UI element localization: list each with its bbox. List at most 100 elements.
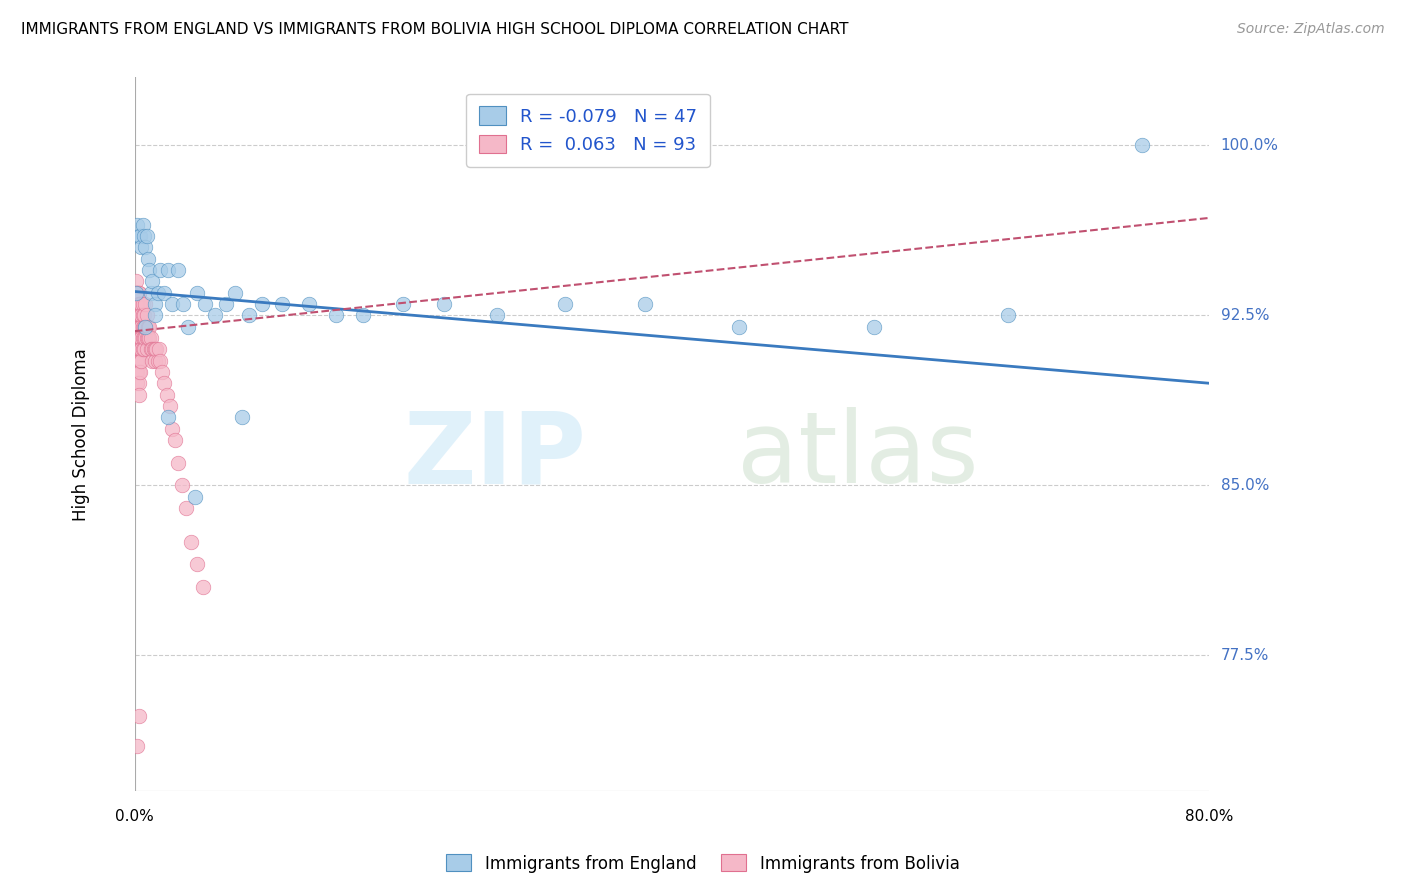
Point [127, 297, 149, 311]
Text: 100.0%: 100.0% [1220, 138, 1278, 153]
Point [194, 297, 217, 311]
Point [131, 319, 153, 334]
Point [166, 456, 188, 470]
Point [134, 343, 156, 357]
Point [132, 297, 155, 311]
Point [352, 308, 374, 322]
Point [143, 343, 166, 357]
Point [134, 297, 156, 311]
Point [125, 331, 148, 345]
Point [186, 558, 208, 572]
Point [128, 343, 150, 357]
Point [127, 331, 149, 345]
Point [166, 263, 188, 277]
Point [127, 285, 149, 300]
Point [143, 308, 166, 322]
Point [149, 263, 172, 277]
Point [127, 285, 149, 300]
Point [141, 274, 163, 288]
Point [156, 387, 179, 401]
Text: 0.0%: 0.0% [115, 809, 155, 824]
Point [177, 319, 200, 334]
Point [128, 709, 150, 723]
Point [150, 365, 173, 379]
Point [134, 319, 156, 334]
Point [184, 490, 207, 504]
Text: IMMIGRANTS FROM ENGLAND VS IMMIGRANTS FROM BOLIVIA HIGH SCHOOL DIPLOMA CORRELATI: IMMIGRANTS FROM ENGLAND VS IMMIGRANTS FR… [21, 22, 849, 37]
Point [172, 297, 194, 311]
Point [252, 297, 274, 311]
Point [129, 365, 152, 379]
Point [131, 297, 153, 311]
Point [128, 285, 150, 300]
Point [134, 308, 156, 322]
Point [125, 297, 148, 311]
Point [145, 343, 167, 357]
Point [139, 331, 162, 345]
Point [129, 297, 152, 311]
Point [128, 331, 150, 345]
Point [634, 297, 657, 311]
Point [224, 285, 246, 300]
Text: ZIP: ZIP [404, 407, 586, 504]
Point [180, 534, 202, 549]
Point [127, 353, 149, 368]
Text: 77.5%: 77.5% [1220, 648, 1268, 663]
Point [141, 343, 163, 357]
Text: 92.5%: 92.5% [1220, 308, 1270, 323]
Point [163, 433, 186, 447]
Point [128, 229, 150, 244]
Point [132, 308, 155, 322]
Point [139, 343, 162, 357]
Point [554, 297, 576, 311]
Point [129, 343, 152, 357]
Point [134, 240, 156, 254]
Point [125, 343, 148, 357]
Point [134, 319, 156, 334]
Point [131, 353, 153, 368]
Point [298, 297, 321, 311]
Point [139, 285, 162, 300]
Point [132, 319, 155, 334]
Text: Source: ZipAtlas.com: Source: ZipAtlas.com [1237, 22, 1385, 37]
Point [127, 365, 149, 379]
Point [132, 343, 155, 357]
Point [125, 365, 148, 379]
Point [128, 319, 150, 334]
Point [135, 331, 157, 345]
Point [153, 376, 176, 391]
Point [131, 240, 153, 254]
Point [129, 229, 152, 244]
Point [128, 285, 150, 300]
Point [204, 308, 226, 322]
Point [215, 297, 238, 311]
Point [125, 285, 148, 300]
Point [134, 331, 156, 345]
Point [157, 263, 180, 277]
Point [125, 319, 148, 334]
Point [433, 297, 456, 311]
Point [127, 343, 149, 357]
Point [141, 353, 163, 368]
Point [136, 319, 159, 334]
Point [135, 229, 157, 244]
Point [325, 308, 347, 322]
Point [128, 387, 150, 401]
Point [728, 319, 751, 334]
Point [170, 478, 193, 492]
Point [138, 263, 160, 277]
Point [392, 297, 415, 311]
Point [129, 353, 152, 368]
Point [862, 319, 884, 334]
Text: atlas: atlas [737, 407, 979, 504]
Point [162, 297, 184, 311]
Point [162, 421, 184, 435]
Point [129, 319, 152, 334]
Point [146, 353, 169, 368]
Point [129, 308, 152, 322]
Point [125, 308, 148, 322]
Point [238, 308, 260, 322]
Point [1130, 138, 1153, 153]
Point [131, 343, 153, 357]
Point [132, 218, 155, 232]
